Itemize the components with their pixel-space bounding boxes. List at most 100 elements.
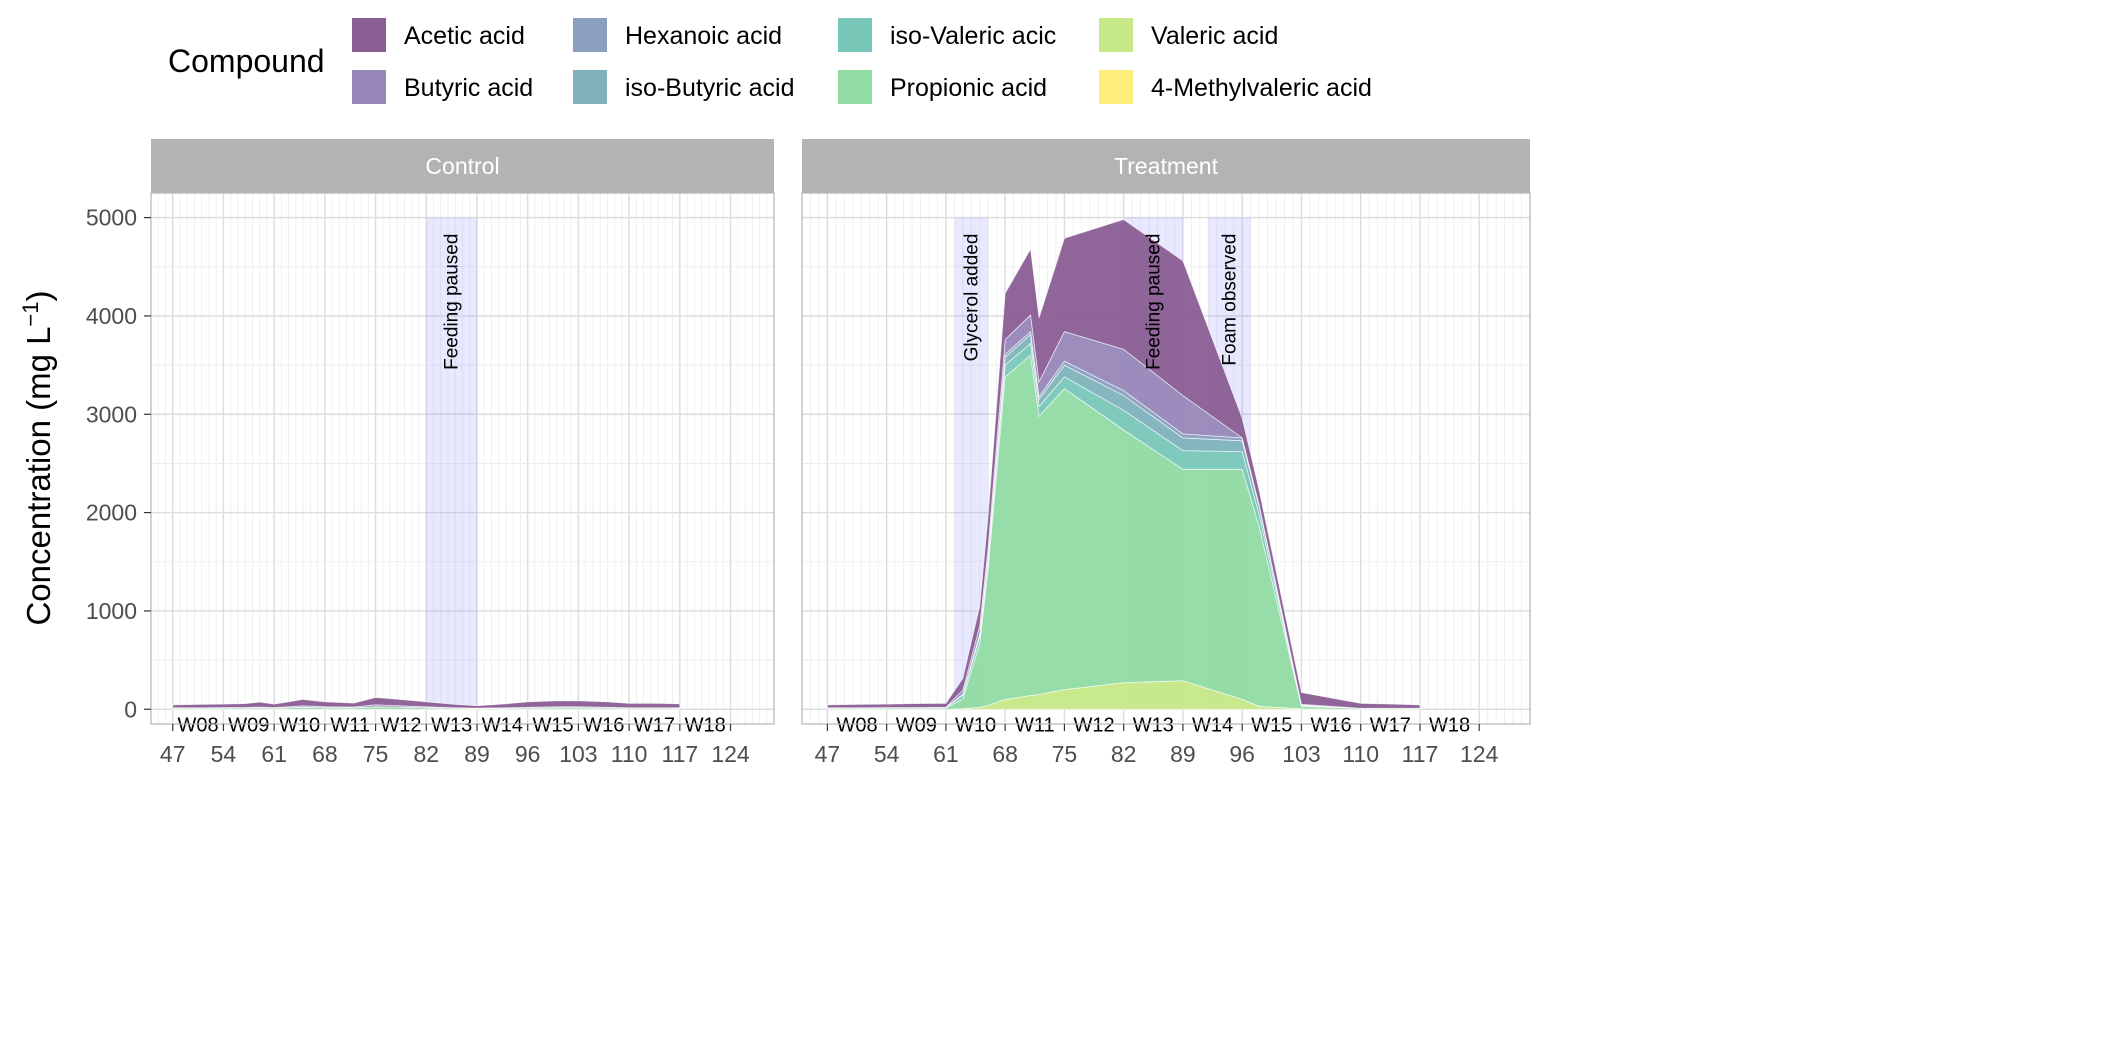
x-tick-label: 61 xyxy=(933,741,959,767)
annotation-band-feeding-paused xyxy=(426,217,477,710)
week-label-bg xyxy=(477,710,527,737)
legend-label-propionic-acid: Propionic acid xyxy=(890,74,1047,102)
legend-entry-4-methylvaleric-acid: 4-Methylvaleric acid xyxy=(1099,70,1372,104)
y-axis-label-close: ) xyxy=(20,290,57,301)
legend-swatch-hexanoic-acid xyxy=(573,18,607,52)
legend-entry-hexanoic-acid: Hexanoic acid xyxy=(573,18,782,52)
y-axis-label-sup: −1 xyxy=(18,301,43,326)
week-label-bg xyxy=(1361,710,1419,737)
strip-control xyxy=(151,139,774,193)
week-label-w15: W15 xyxy=(1251,714,1292,736)
strip-label-treatment: Treatment xyxy=(1114,153,1219,179)
x-tick-label: 117 xyxy=(661,741,698,767)
legend-swatch-4-methylvaleric-acid xyxy=(1099,70,1133,104)
x-tick-label: 47 xyxy=(160,741,186,767)
legend-label-iso-butyric-acid: iso-Butyric acid xyxy=(625,74,795,102)
week-label-w17: W17 xyxy=(634,714,675,736)
legend-label-iso-valeric-acic: iso-Valeric acic xyxy=(890,22,1056,50)
legend-entry-propionic-acid: Propionic acid xyxy=(838,70,1047,104)
week-label-bg xyxy=(528,710,578,737)
annotation-label-feeding-paused: Feeding paused xyxy=(442,234,463,370)
legend-swatch-iso-butyric-acid xyxy=(573,70,607,104)
x-tick-label: 47 xyxy=(815,741,841,767)
week-label-bg xyxy=(1420,710,1479,737)
grid-control xyxy=(151,193,774,724)
week-labels-treatment: W08 W09 W10 W11 W12 W13 W14 W15 W16 W17 W18 xyxy=(828,710,1479,737)
week-labels-control: W08 W09 W10 W11 W12 W13 W14 W15 W16 W17 W18 xyxy=(173,710,730,737)
x-tick-label: 75 xyxy=(1052,741,1078,767)
week-label-w11: W11 xyxy=(330,714,370,736)
legend-entry-iso-valeric-acic: iso-Valeric acic xyxy=(838,18,1056,52)
x-tick-label: 103 xyxy=(1282,741,1320,767)
x-axis-treatment: 47 54 61 68 75 82 89 96 103 110 117 124 xyxy=(815,724,1499,767)
week-label-w14: W14 xyxy=(1192,714,1233,736)
week-label-bg xyxy=(579,710,629,737)
week-label-w10: W10 xyxy=(955,714,996,736)
x-tick-label: 68 xyxy=(992,741,1018,767)
week-label-bg xyxy=(630,710,679,737)
week-label-w14: W14 xyxy=(482,714,523,736)
annotation-label-glycerol-added: Glycerol added xyxy=(961,234,982,362)
legend-entry-acetic-acid: Acetic acid xyxy=(352,18,525,52)
week-label-bg xyxy=(173,710,223,737)
y-tick-label: 5000 xyxy=(86,205,137,231)
legend-label-hexanoic-acid: Hexanoic acid xyxy=(625,22,782,50)
x-tick-label: 110 xyxy=(1342,741,1379,767)
x-tick-label: 117 xyxy=(1402,741,1439,767)
x-tick-label: 89 xyxy=(464,741,490,767)
legend-label-4-methylvaleric-acid: 4-Methylvaleric acid xyxy=(1151,74,1372,102)
week-label-bg xyxy=(946,710,1005,737)
week-label-bg xyxy=(224,710,274,737)
panel-border-control xyxy=(150,192,775,725)
week-label-w09: W09 xyxy=(896,714,937,736)
y-axis-label: Concentration (mg L−1) xyxy=(18,290,58,625)
week-label-bg xyxy=(680,710,730,737)
legend: Compound Acetic acid Hexanoic acid iso-Val… xyxy=(168,18,1372,104)
x-tick-label: 110 xyxy=(611,741,648,767)
x-tick-label: 68 xyxy=(312,741,338,767)
legend-entry-iso-butyric-acid: iso-Butyric acid xyxy=(573,70,795,104)
annotation-label-feeding-paused: Feeding paused xyxy=(1143,234,1164,370)
areas-treatment xyxy=(826,219,1421,710)
legend-label-butyric-acid: Butyric acid xyxy=(404,74,533,102)
legend-swatch-iso-valeric-acic xyxy=(838,18,872,52)
week-label-w13: W13 xyxy=(431,714,472,736)
week-label-w10: W10 xyxy=(279,714,320,736)
week-label-w08: W08 xyxy=(836,714,877,736)
legend-title: Compound xyxy=(168,43,325,79)
week-label-bg xyxy=(1006,710,1064,737)
week-label-bg xyxy=(1124,710,1182,737)
legend-label-acetic-acid: Acetic acid xyxy=(404,22,525,50)
week-label-w09: W09 xyxy=(228,714,269,736)
y-tick-label: 3000 xyxy=(86,401,137,427)
y-tick-label: 1000 xyxy=(86,598,137,624)
legend-swatch-propionic-acid xyxy=(838,70,872,104)
x-tick-label: 103 xyxy=(559,741,597,767)
vfa-stacked-area-chart: Compound Acetic acid Hexanoic acid iso-Val… xyxy=(18,18,1531,767)
panel-border-treatment xyxy=(801,192,1531,725)
x-axis-control: 47 54 61 68 75 82 89 96 103 110 117 124 xyxy=(160,724,750,767)
legend-swatch-acetic-acid xyxy=(352,18,386,52)
week-label-bg xyxy=(828,710,886,737)
week-label-bg xyxy=(376,710,426,737)
x-tick-label: 89 xyxy=(1170,741,1196,767)
y-tick-label: 4000 xyxy=(86,303,137,329)
x-tick-label: 96 xyxy=(1229,741,1255,767)
x-tick-label: 124 xyxy=(1460,741,1499,767)
legend-entry-butyric-acid: Butyric acid xyxy=(352,70,533,104)
x-tick-label: 96 xyxy=(515,741,541,767)
week-label-bg xyxy=(887,710,945,737)
week-label-w12: W12 xyxy=(380,714,421,736)
y-axis: 0 1000 2000 3000 4000 5000 xyxy=(86,205,151,722)
week-label-bg xyxy=(275,710,324,737)
week-label-bg xyxy=(1065,710,1123,737)
x-tick-label: 54 xyxy=(211,741,237,767)
week-label-bg xyxy=(1243,710,1301,737)
week-label-w18: W18 xyxy=(685,714,726,736)
annotation-label-foam-observed: Foam observed xyxy=(1219,234,1240,366)
legend-label-valeric-acid: Valeric acid xyxy=(1151,22,1278,50)
week-label-w08: W08 xyxy=(178,714,219,736)
strip-treatment xyxy=(802,139,1530,193)
week-label-w12: W12 xyxy=(1073,714,1114,736)
